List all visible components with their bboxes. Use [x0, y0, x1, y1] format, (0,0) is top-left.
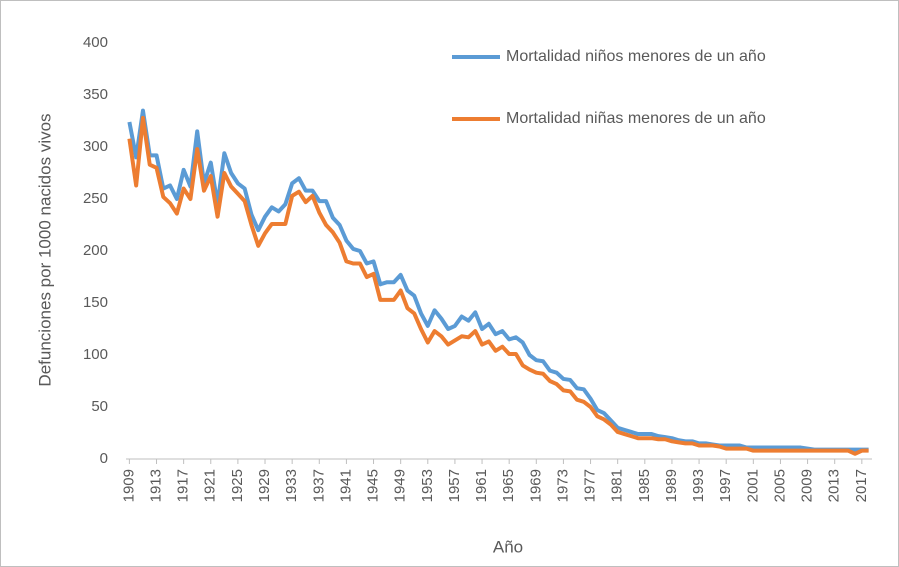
- x-tick-label: 1945: [365, 469, 382, 502]
- y-tick-label: 350: [83, 86, 108, 103]
- x-tick-label: 1913: [147, 469, 164, 502]
- y-tick-label: 200: [83, 242, 108, 259]
- x-tick-label: 2005: [771, 469, 788, 502]
- x-tick-label: 2009: [799, 469, 816, 502]
- y-tick-label: 250: [83, 190, 108, 207]
- y-tick-label: 0: [100, 450, 108, 467]
- x-tick-label: 1969: [527, 469, 544, 502]
- x-tick-label: 1997: [717, 469, 734, 502]
- x-tick-label: 1953: [419, 469, 436, 502]
- x-tick-label: 1941: [337, 469, 354, 502]
- x-tick-label: 1929: [256, 469, 273, 502]
- y-tick-label: 150: [83, 294, 108, 311]
- y-axis-title: Defunciones por 1000 nacidos vivos: [35, 113, 54, 386]
- y-tick-label: 300: [83, 138, 108, 155]
- series-line: [127, 115, 869, 456]
- y-tick-label: 50: [91, 398, 108, 415]
- x-tick-label: 2013: [826, 469, 843, 502]
- x-tick-label: 1961: [473, 469, 490, 502]
- y-tick-label: 400: [83, 34, 108, 51]
- x-tick-label: 1989: [663, 469, 680, 502]
- x-tick-label: 1973: [554, 469, 571, 502]
- x-tick-label: 1917: [175, 469, 192, 502]
- legend-label: Mortalidad niños menores de un año: [506, 48, 766, 65]
- x-tick-label: 1921: [202, 469, 219, 502]
- y-tick-label: 100: [83, 346, 108, 363]
- legend-label: Mortalidad niñas menores de un año: [506, 110, 766, 127]
- x-tick-label: 1981: [609, 469, 626, 502]
- x-tick-label: 1993: [690, 469, 707, 502]
- x-tick-label: 1977: [582, 469, 599, 502]
- x-tick-label: 1933: [283, 469, 300, 502]
- x-axis-title: Año: [493, 537, 523, 556]
- x-tick-label: 2017: [853, 469, 870, 502]
- x-tick-label: 1925: [229, 469, 246, 502]
- x-tick-label: 1909: [120, 469, 137, 502]
- x-tick-label: 1957: [446, 469, 463, 502]
- x-tick-label: 1937: [310, 469, 327, 502]
- x-tick-label: 1985: [636, 469, 653, 502]
- x-tick-label: 1949: [392, 469, 409, 502]
- x-tick-label: 2001: [744, 469, 761, 502]
- x-tick-label: 1965: [500, 469, 517, 502]
